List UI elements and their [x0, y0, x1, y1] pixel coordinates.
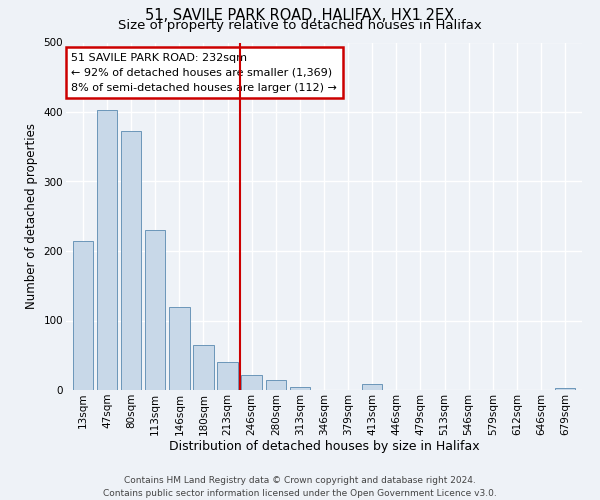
- Text: Size of property relative to detached houses in Halifax: Size of property relative to detached ho…: [118, 19, 482, 32]
- Bar: [290, 386, 310, 390]
- Bar: [193, 345, 214, 390]
- Bar: [169, 306, 190, 390]
- Bar: [362, 384, 382, 390]
- X-axis label: Distribution of detached houses by size in Halifax: Distribution of detached houses by size …: [169, 440, 479, 454]
- Bar: [121, 132, 142, 390]
- Text: Contains HM Land Registry data © Crown copyright and database right 2024.
Contai: Contains HM Land Registry data © Crown c…: [103, 476, 497, 498]
- Text: 51 SAVILE PARK ROAD: 232sqm
← 92% of detached houses are smaller (1,369)
8% of s: 51 SAVILE PARK ROAD: 232sqm ← 92% of det…: [71, 53, 337, 92]
- Bar: [555, 388, 575, 390]
- Bar: [217, 362, 238, 390]
- Bar: [266, 380, 286, 390]
- Bar: [73, 240, 93, 390]
- Bar: [145, 230, 166, 390]
- Bar: [241, 374, 262, 390]
- Text: 51, SAVILE PARK ROAD, HALIFAX, HX1 2EX: 51, SAVILE PARK ROAD, HALIFAX, HX1 2EX: [145, 8, 455, 22]
- Bar: [97, 110, 117, 390]
- Y-axis label: Number of detached properties: Number of detached properties: [25, 123, 38, 309]
